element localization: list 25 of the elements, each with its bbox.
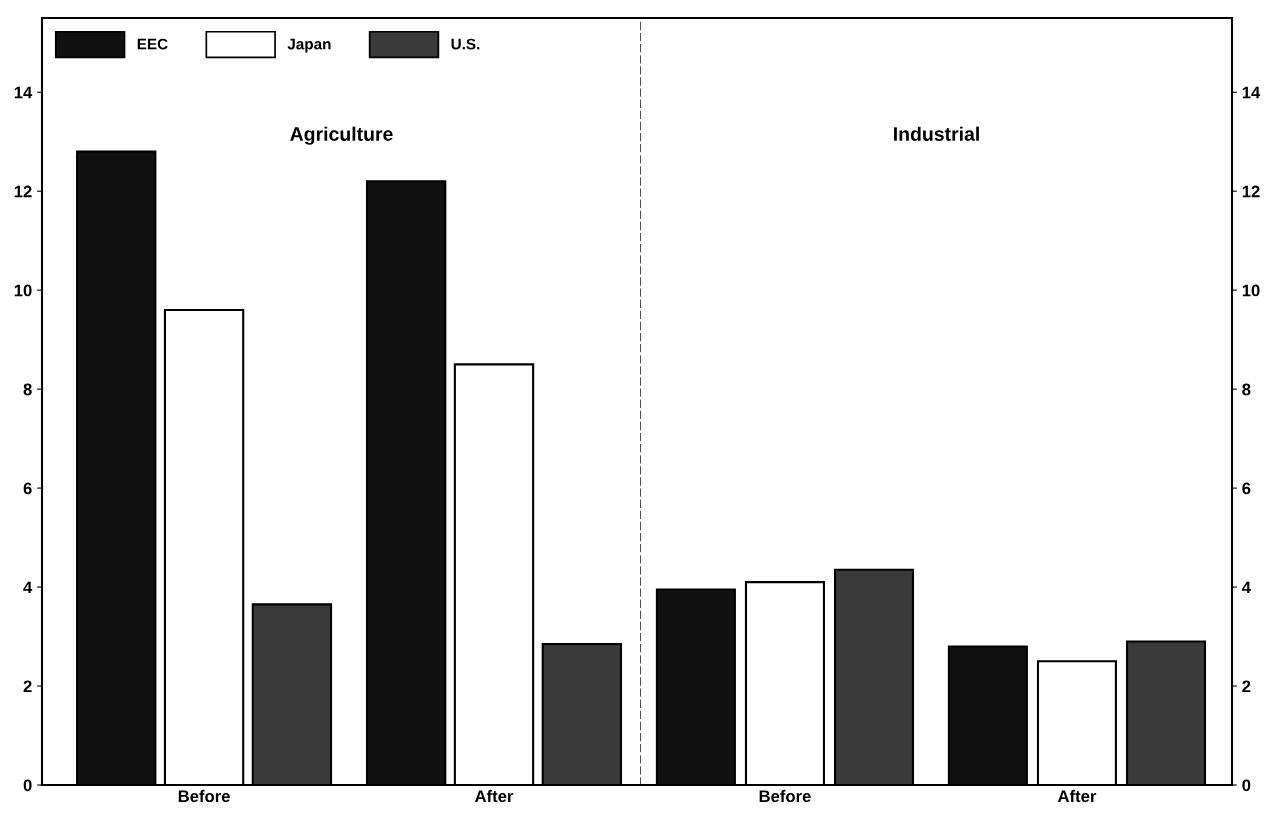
y-tick-label: 2 [1242,680,1251,693]
y-tick-label: 6 [23,482,32,495]
y-tick-label: 0 [23,779,32,792]
y-tick-label: 12 [14,185,32,198]
x-tick-label: After [1057,789,1097,803]
legend-label: Japan [287,38,331,53]
y-tick-label: 0 [1242,779,1251,792]
y-tick-label: 10 [1242,284,1260,297]
y-tick-label: 4 [23,581,33,594]
y-tick-label: 14 [14,86,33,99]
legend-label: EEC [137,38,168,50]
y-tick-label: 12 [1242,185,1260,198]
x-tick-label: Before [759,789,811,803]
text: Agriculture [290,126,393,145]
y-tick-label: 2 [23,680,32,693]
y-tick-label: 10 [14,284,32,297]
y-tick-label: 8 [23,383,32,396]
text: Industrial [894,126,979,141]
y-tick-label: 4 [1241,581,1251,594]
y-tick-label: 8 [1242,383,1251,396]
y-tick-label: 6 [1242,482,1251,495]
y-tick-label: 14 [1242,86,1261,99]
x-tick-label: After [474,789,514,803]
legend-label: U.S. [451,38,480,50]
x-tick-label: Before [178,789,230,803]
